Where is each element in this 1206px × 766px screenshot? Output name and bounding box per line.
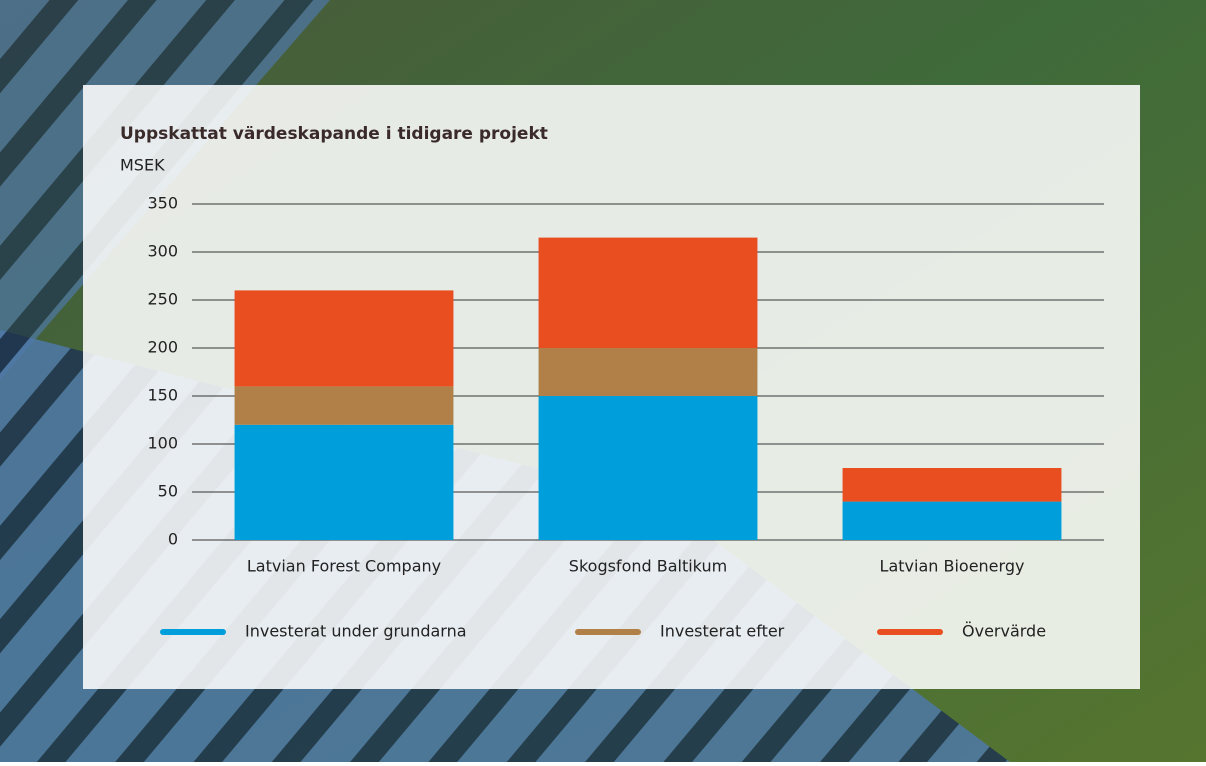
legend-label: Investerat under grundarna bbox=[245, 622, 467, 641]
bar-segment bbox=[538, 237, 758, 348]
y-axis-label: MSEK bbox=[120, 156, 165, 175]
bar-segment bbox=[842, 468, 1062, 502]
x-tick-label: Latvian Bioenergy bbox=[880, 557, 1025, 576]
chart-title: Uppskattat värdeskapande i tidigare proj… bbox=[120, 124, 548, 144]
bar-segment bbox=[234, 290, 454, 387]
bar-segment bbox=[538, 348, 758, 396]
bar-segment bbox=[842, 501, 1062, 540]
bar-segment bbox=[234, 386, 454, 425]
bar-segment bbox=[234, 424, 454, 540]
y-tick-label: 100 bbox=[147, 434, 178, 453]
x-tick-label: Latvian Forest Company bbox=[247, 557, 441, 576]
bar-segment bbox=[538, 396, 758, 540]
legend-label: Övervärde bbox=[962, 622, 1046, 641]
y-tick-label: 200 bbox=[147, 338, 178, 357]
y-tick-label: 0 bbox=[168, 530, 178, 549]
y-tick-label: 350 bbox=[147, 194, 178, 213]
y-tick-label: 250 bbox=[147, 290, 178, 309]
legend-label: Investerat efter bbox=[660, 622, 785, 641]
y-tick-label: 150 bbox=[147, 386, 178, 405]
x-tick-label: Skogsfond Baltikum bbox=[569, 557, 727, 576]
y-tick-label: 300 bbox=[147, 242, 178, 261]
y-tick-label: 50 bbox=[158, 482, 178, 501]
